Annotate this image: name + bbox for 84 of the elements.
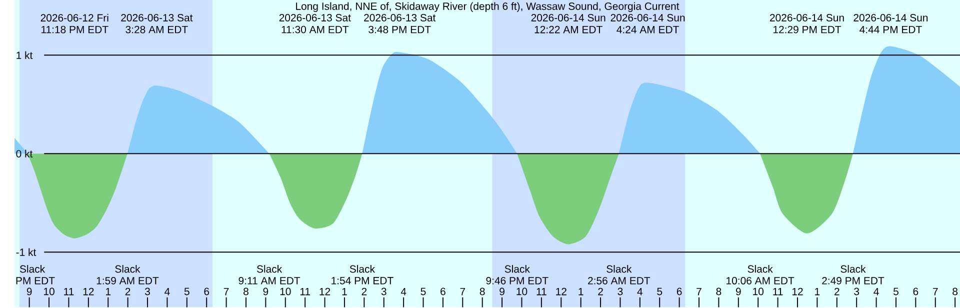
chart-title: Long Island, NNE of, Skidaway River (depth 6 ft), Wassaw Sound, Georgia Current	[296, 2, 680, 12]
x-tick-label: 1	[342, 288, 347, 296]
annotation: Slack	[115, 265, 140, 273]
x-tick-label: 5	[420, 288, 426, 296]
x-tick-label: 4	[874, 288, 879, 296]
annotation: 2026-06-14 Sun	[854, 14, 928, 22]
annotation: 2026-06-13 Sat	[279, 14, 351, 22]
annotation: Slack	[840, 265, 866, 273]
y-tick-label: 0 kt	[16, 150, 33, 158]
annotation: 4:24 AM EDT	[616, 26, 679, 34]
y-tick-label: 1 kt	[16, 51, 33, 60]
x-tick-label: 9	[500, 288, 504, 296]
x-tick-label: 5	[184, 288, 190, 296]
annotation: Slack	[748, 265, 773, 273]
annotation: 9:46 PM EDT	[486, 277, 548, 284]
x-tick-label: 11	[64, 288, 74, 296]
x-tick-label: 2	[834, 288, 840, 296]
annotation: Slack	[256, 265, 282, 273]
x-tick-label: 9	[263, 288, 268, 296]
annotation: 3:28 AM EDT	[126, 26, 188, 34]
x-tick-label: 11	[536, 288, 546, 296]
annotation: 2026-06-14 Sun	[610, 14, 685, 22]
annotation: 2:56 AM EDT	[588, 277, 650, 284]
x-tick-label: 3	[854, 288, 860, 296]
x-tick-label: 7	[696, 288, 702, 296]
x-tick-label: 3	[618, 288, 623, 296]
x-tick-label: 7	[932, 288, 938, 296]
x-tick-label: 1	[815, 288, 820, 296]
y-tick-label: -1 kt	[16, 248, 36, 256]
x-tick-label: 10	[753, 288, 764, 296]
annotation: 2:49 PM EDT	[822, 277, 884, 284]
x-tick-label: 10	[44, 288, 54, 296]
x-tick-label: 8	[952, 288, 958, 296]
annotation: Slack	[606, 265, 632, 273]
x-tick-label: 3	[381, 288, 386, 296]
annotation: 11:18 PM EDT	[42, 26, 108, 34]
x-tick-label: 12	[83, 288, 94, 296]
x-tick-label: 10	[516, 288, 528, 296]
x-tick-label: 4	[164, 288, 170, 296]
x-tick-label: 8	[480, 288, 485, 296]
annotation: 1:54 PM EDT	[332, 277, 394, 284]
x-tick-label: 2	[598, 288, 603, 296]
x-tick-label: 9	[736, 288, 741, 296]
annotation: 1:59 AM EDT	[96, 277, 159, 284]
annotation: 3:48 PM EDT	[368, 26, 431, 34]
x-tick-label: 2	[362, 288, 367, 296]
x-tick-label: 8	[716, 288, 722, 296]
x-tick-label: 7	[460, 288, 466, 296]
annotation: 2026-06-13 Sat	[121, 14, 193, 22]
x-tick-label: 1	[106, 288, 111, 296]
x-tick-label: 12	[556, 288, 566, 296]
annotation: Slack	[504, 265, 530, 273]
x-tick-label: 4	[637, 288, 643, 296]
x-tick-label: 6	[676, 288, 682, 296]
x-tick-label: 12	[320, 288, 330, 296]
x-tick-label: 7	[224, 288, 229, 296]
x-tick-label: 6	[913, 288, 918, 296]
x-tick-label: 3	[144, 288, 150, 296]
annotation: Slack	[20, 265, 46, 273]
x-tick-label: 11	[300, 288, 310, 296]
x-tick-label: 10	[280, 288, 291, 296]
annotation: 12:22 AM EDT	[534, 26, 602, 34]
annotation: 9:11 AM EDT	[238, 277, 300, 284]
annotation: 4:44 PM EDT	[860, 26, 922, 34]
annotation: 2026-06-14 Sun	[531, 14, 606, 22]
x-tick-label: 5	[893, 288, 898, 296]
annotation: 2026-06-14 Sun	[770, 14, 844, 22]
annotation: 10:06 AM EDT	[726, 277, 794, 284]
annotation: PM EDT	[16, 277, 55, 284]
x-tick-label: 9	[26, 288, 32, 296]
annotation: 11:30 AM EDT	[282, 26, 349, 34]
x-tick-label: 4	[400, 288, 406, 296]
annotation: 2026-06-12 Fri	[40, 14, 108, 22]
x-tick-label: 2	[125, 288, 130, 296]
annotation: Slack	[350, 265, 376, 273]
x-tick-label: 1	[578, 288, 584, 296]
x-tick-label: 6	[440, 288, 446, 296]
x-tick-label: 11	[773, 288, 783, 296]
x-tick-label: 5	[657, 288, 662, 296]
x-tick-label: 8	[244, 288, 248, 296]
annotation: 12:29 PM EDT	[774, 26, 842, 34]
annotation: 2026-06-13 Sat	[364, 14, 436, 22]
x-tick-label: 6	[204, 288, 210, 296]
x-tick-label: 12	[792, 288, 803, 296]
